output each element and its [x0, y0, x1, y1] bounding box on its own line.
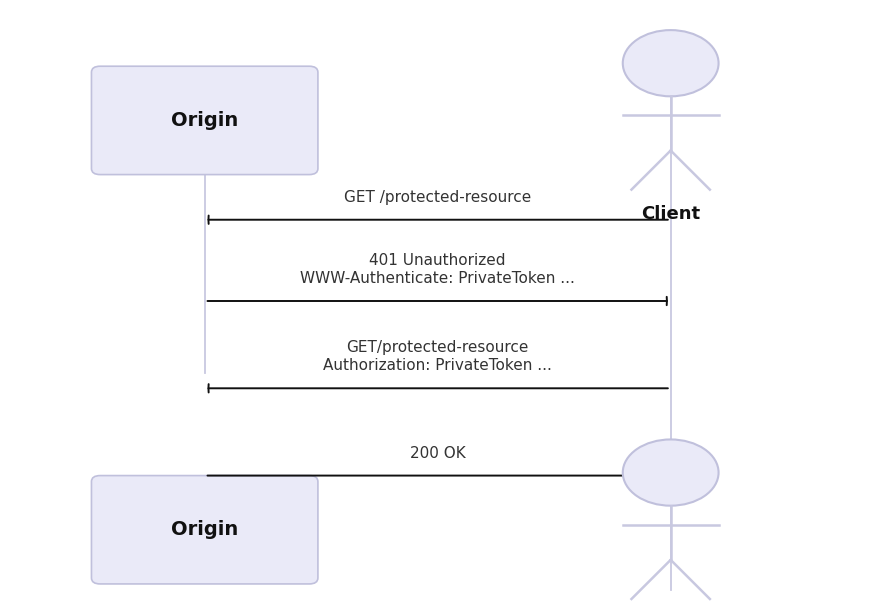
Text: Origin: Origin: [171, 520, 239, 539]
Text: Origin: Origin: [171, 111, 239, 130]
Text: 200 OK: 200 OK: [409, 445, 466, 461]
FancyBboxPatch shape: [91, 476, 318, 584]
Circle shape: [623, 439, 719, 506]
Text: GET /protected-resource: GET /protected-resource: [344, 190, 531, 205]
Circle shape: [623, 30, 719, 96]
Text: GET/protected-resource: GET/protected-resource: [347, 340, 529, 355]
FancyBboxPatch shape: [91, 66, 318, 175]
Text: WWW-Authenticate: PrivateToken ...: WWW-Authenticate: PrivateToken ...: [300, 271, 575, 286]
Text: Client: Client: [641, 205, 700, 223]
Text: 401 Unauthorized: 401 Unauthorized: [369, 253, 506, 268]
Text: Authorization: PrivateToken ...: Authorization: PrivateToken ...: [323, 358, 552, 373]
